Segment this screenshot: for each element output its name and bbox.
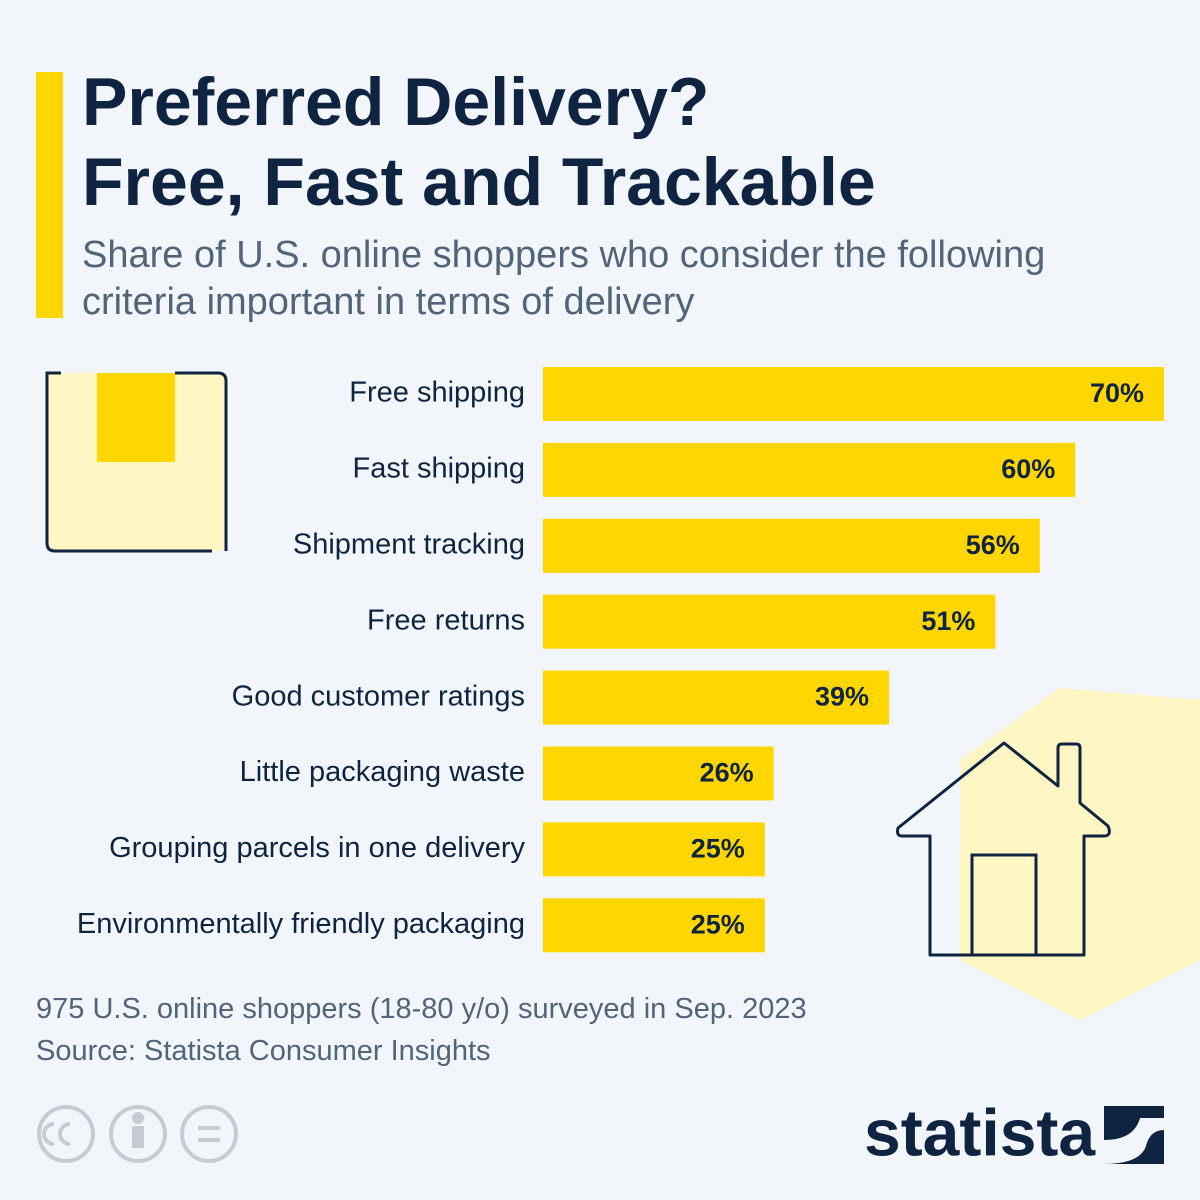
brand-logo-swoosh: [1104, 1118, 1164, 1164]
accent-bar: [36, 72, 63, 318]
by-mark: [132, 1112, 144, 1124]
bar: [543, 670, 889, 725]
box-icon: [45, 371, 228, 553]
box-outline: [45, 371, 212, 553]
license-icon: [180, 1105, 238, 1163]
category-label: Free shipping: [349, 377, 525, 409]
bar: [543, 518, 1040, 573]
bar: [543, 822, 765, 877]
value-label: 70%: [1090, 378, 1144, 408]
box-outline: [175, 371, 228, 551]
notes: 975 U.S. online shoppers (18-80 y/o) sur…: [36, 988, 807, 1072]
house-icon: [896, 688, 1200, 1020]
license-icon: [109, 1105, 167, 1163]
value-label: 25%: [691, 909, 745, 939]
note: 975 U.S. online shoppers (18-80 y/o) sur…: [36, 993, 807, 1025]
value-label: 26%: [700, 758, 754, 788]
nd-mark: [198, 1126, 220, 1142]
bar: [543, 594, 996, 649]
category-label: Fast shipping: [353, 453, 526, 485]
license-icons: [37, 1105, 238, 1163]
category-label: Little packaging waste: [240, 756, 525, 788]
house-door: [970, 853, 1038, 957]
value-label: 51%: [921, 606, 975, 636]
category-label: Environmentally friendly packaging: [77, 908, 525, 940]
title: Preferred Delivery? Free, Fast and Track…: [82, 62, 876, 222]
house-backdrop: [960, 688, 1200, 1020]
value-label: 39%: [815, 682, 869, 712]
note: Source: Statista Consumer Insights: [36, 1035, 491, 1067]
box-tape: [97, 373, 175, 462]
brand: statista: [864, 1095, 1096, 1169]
category-label: Good customer ratings: [232, 680, 525, 712]
bar: [543, 898, 765, 953]
house-outline: [896, 741, 1111, 957]
license-icon: [37, 1105, 95, 1163]
bar: [543, 442, 1076, 497]
category-label: Grouping parcels in one delivery: [109, 832, 525, 864]
bar: [543, 746, 774, 801]
cc-mark: [42, 1122, 71, 1146]
title-line: Free, Fast and Trackable: [82, 144, 876, 220]
brand-logo: [1104, 1106, 1164, 1164]
by-mark: [132, 1126, 144, 1148]
value-label: 25%: [691, 834, 745, 864]
category-label: Shipment tracking: [293, 528, 525, 560]
subtitle: Share of U.S. online shoppers who consid…: [82, 234, 1046, 323]
bar: [543, 367, 1164, 421]
category-label: Free returns: [367, 604, 525, 636]
value-label: 56%: [966, 530, 1020, 560]
title-line: Preferred Delivery?: [82, 64, 710, 140]
value-label: 60%: [1001, 454, 1055, 484]
